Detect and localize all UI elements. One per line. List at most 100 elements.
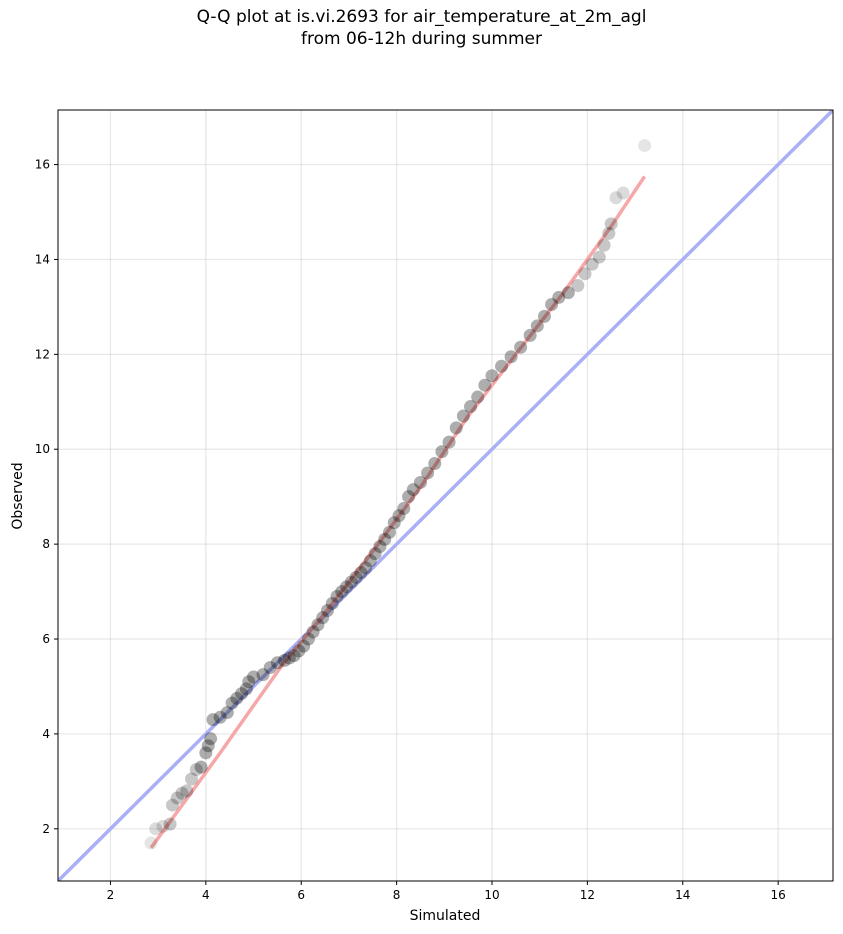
quantile-point bbox=[609, 191, 623, 205]
quantile-point bbox=[185, 772, 199, 786]
quantile-point bbox=[189, 763, 203, 777]
quantile-point bbox=[402, 490, 416, 504]
quantile-point bbox=[225, 696, 239, 710]
quantile-point bbox=[201, 739, 215, 753]
quantile-point bbox=[495, 359, 509, 373]
quantile-point bbox=[373, 540, 387, 554]
quantile-point bbox=[478, 378, 492, 392]
x-axis-label: Simulated bbox=[410, 908, 481, 924]
quantile-point bbox=[597, 238, 611, 252]
quantile-point bbox=[282, 651, 296, 665]
quantile-point bbox=[604, 217, 618, 231]
x-tick-label: 10 bbox=[484, 888, 499, 902]
quantile-point bbox=[349, 570, 363, 584]
quantile-point bbox=[199, 746, 213, 760]
quantile-point bbox=[413, 475, 427, 489]
quantile-point bbox=[165, 798, 179, 812]
quantile-point bbox=[354, 566, 368, 580]
x-tick-label: 12 bbox=[580, 888, 595, 902]
quantile-point bbox=[297, 639, 311, 653]
quantile-point bbox=[206, 713, 220, 727]
quantile-point bbox=[316, 611, 330, 625]
quantile-point bbox=[561, 286, 575, 300]
fit-line bbox=[149, 175, 647, 849]
grid-lines bbox=[58, 110, 833, 881]
quantile-point bbox=[340, 580, 354, 594]
quantile-point bbox=[387, 516, 401, 530]
quantile-point bbox=[514, 340, 528, 354]
quantile-point bbox=[163, 817, 177, 831]
identity-line bbox=[58, 110, 833, 881]
y-tick-label: 6 bbox=[42, 632, 50, 646]
quantile-point bbox=[175, 786, 189, 800]
quantile-point bbox=[230, 691, 244, 705]
quantile-point bbox=[392, 509, 406, 523]
quantile-point bbox=[368, 547, 382, 561]
x-tick-label: 6 bbox=[297, 888, 305, 902]
quantile-point bbox=[263, 660, 277, 674]
quantile-point bbox=[464, 400, 478, 414]
quantile-point bbox=[504, 350, 518, 364]
quantile-point bbox=[311, 618, 325, 632]
quantile-point bbox=[213, 710, 227, 724]
quantile-point bbox=[378, 532, 392, 546]
y-tick-label: 10 bbox=[35, 442, 50, 456]
quantile-point bbox=[344, 575, 358, 589]
quantile-point bbox=[144, 836, 158, 850]
quantile-point bbox=[363, 554, 377, 568]
quantile-point bbox=[552, 290, 566, 304]
quantile-point bbox=[421, 466, 435, 480]
y-tick-label: 4 bbox=[42, 727, 50, 741]
quantile-point bbox=[471, 390, 485, 404]
plot-frame bbox=[57, 109, 834, 882]
quantile-point bbox=[306, 625, 320, 639]
quantile-point bbox=[523, 328, 537, 342]
quantile-point bbox=[330, 589, 344, 603]
quantile-point bbox=[571, 279, 585, 293]
y-tick-label: 8 bbox=[42, 537, 50, 551]
x-tick-label: 2 bbox=[107, 888, 115, 902]
quantile-point bbox=[435, 445, 449, 459]
quantile-point bbox=[180, 784, 194, 798]
quantile-point bbox=[397, 502, 411, 516]
quantile-point bbox=[194, 760, 208, 774]
y-tick-label: 14 bbox=[35, 252, 50, 266]
quantile-point bbox=[325, 596, 339, 610]
quantile-point bbox=[456, 409, 470, 423]
quantile-point bbox=[602, 226, 616, 240]
quantile-point bbox=[170, 791, 184, 805]
chart-title-line-1: Q-Q plot at is.vi.2693 for air_temperatu… bbox=[196, 7, 647, 27]
quantile-point bbox=[287, 649, 301, 663]
quantile-point bbox=[270, 656, 284, 670]
quantile-point bbox=[382, 525, 396, 539]
quantile-point bbox=[428, 456, 442, 470]
quantile-point bbox=[247, 670, 261, 684]
quantile-point bbox=[256, 668, 270, 682]
quantile-point bbox=[149, 822, 163, 836]
quantile-point bbox=[204, 732, 218, 746]
quantile-point bbox=[537, 309, 551, 323]
quantile-point bbox=[530, 319, 544, 333]
x-tick-label: 16 bbox=[771, 888, 786, 902]
quantile-point bbox=[335, 585, 349, 599]
quantile-point bbox=[292, 644, 306, 658]
quantile-point bbox=[220, 706, 234, 720]
quantile-point bbox=[578, 267, 592, 281]
quantile-point bbox=[359, 561, 373, 575]
x-axis: 2 4 6 8 10 12 14 16 bbox=[107, 881, 786, 902]
quantile-point bbox=[320, 604, 334, 618]
x-tick-label: 14 bbox=[675, 888, 690, 902]
y-tick-label: 16 bbox=[35, 158, 50, 172]
y-axis-label: Observed bbox=[10, 462, 26, 529]
quantile-point bbox=[278, 653, 292, 667]
quantile-point bbox=[485, 369, 499, 383]
quantile-point bbox=[545, 298, 559, 312]
quantile-point bbox=[616, 186, 630, 200]
quantile-point bbox=[442, 435, 456, 449]
quantile-point bbox=[301, 632, 315, 646]
y-tick-label: 2 bbox=[42, 822, 50, 836]
quantile-point bbox=[235, 687, 249, 701]
y-axis: 2 4 6 8 10 12 14 16 bbox=[35, 158, 58, 836]
chart-title-line-2: from 06-12h during summer bbox=[301, 29, 542, 49]
